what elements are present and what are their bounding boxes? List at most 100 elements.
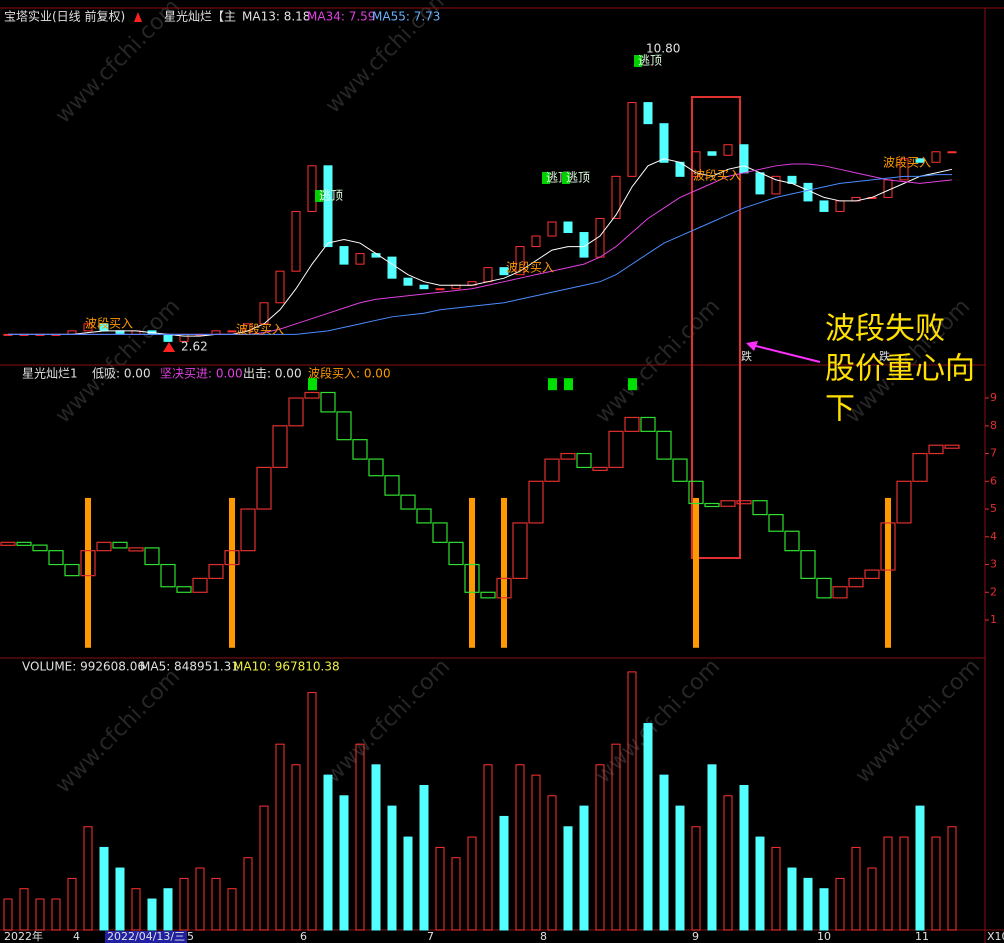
- step: [320, 391, 336, 413]
- candle-up: [547, 221, 557, 237]
- volume-bar: [851, 846, 861, 931]
- ma-line: [8, 174, 952, 335]
- step: [736, 500, 752, 505]
- escape-signal: [628, 378, 637, 391]
- volume-bar: [115, 867, 125, 931]
- y-tick-label: 6: [990, 474, 997, 487]
- volume-bar: [83, 826, 93, 931]
- step: [896, 480, 912, 524]
- panel-value: MA10: 967810.38: [233, 660, 340, 674]
- callout: 股价重心向: [825, 352, 975, 387]
- x-axis-label: 2022/04/13/三: [107, 930, 185, 943]
- step: [480, 591, 496, 599]
- step: [400, 494, 416, 510]
- step: [768, 513, 784, 532]
- panel-value: MA5: 848951.31: [140, 660, 239, 674]
- step: [864, 569, 880, 580]
- candle-up: [227, 330, 237, 333]
- volume-bar: [99, 846, 109, 931]
- candle-down: [579, 232, 589, 258]
- ma-label: MA55: 7.73: [372, 10, 440, 24]
- volume-bar: [419, 784, 429, 931]
- panel-value: 坚决买进: 0.00: [160, 367, 243, 381]
- candle-up: [899, 158, 909, 181]
- x-axis-label: 2022年: [4, 929, 43, 943]
- volume-bar: [643, 723, 653, 931]
- volume-bar: [371, 764, 381, 931]
- candle-down: [403, 277, 413, 286]
- volume-bar: [739, 784, 749, 931]
- step: [464, 563, 480, 593]
- step: [144, 547, 160, 566]
- volume-bar: [387, 805, 397, 931]
- candle-up: [931, 151, 941, 163]
- candle-up: [275, 270, 285, 304]
- step: [928, 444, 944, 455]
- y-tick-label: 4: [990, 530, 997, 543]
- volume-bar: [227, 888, 237, 931]
- candle-down: [707, 151, 717, 156]
- escape-tag-bg: [315, 190, 323, 202]
- step: [784, 530, 800, 552]
- step: [560, 452, 576, 460]
- volume-bar: [67, 877, 77, 931]
- volume-bar: [835, 877, 845, 931]
- callout: 波段失败: [825, 312, 945, 347]
- ma-label: MA34: 7.59: [307, 10, 375, 24]
- panel-title: 星光灿烂1: [22, 367, 78, 381]
- panel-value: 波段买入: 0.00: [308, 366, 391, 381]
- step: [192, 577, 208, 593]
- step: [592, 466, 608, 472]
- escape-tag: 逃顶: [638, 54, 662, 68]
- volume-bar: [243, 857, 253, 931]
- fall-tag: 跌: [879, 349, 890, 363]
- volume-bar: [35, 898, 45, 931]
- step: [944, 444, 960, 449]
- step: [800, 550, 816, 580]
- x-axis-label: 11: [915, 930, 929, 943]
- step: [432, 522, 448, 543]
- band-buy-tag: 波段买入: [506, 260, 554, 275]
- step: [912, 452, 928, 482]
- step: [448, 541, 464, 566]
- date-highlight: [105, 931, 187, 943]
- y-tick-label: 8: [990, 419, 997, 432]
- buy-signal: [469, 497, 475, 648]
- arrow-head: [746, 341, 758, 351]
- volume-bar: [611, 743, 621, 931]
- buy-signal: [85, 497, 91, 648]
- step: [240, 508, 256, 552]
- step: [656, 430, 672, 460]
- volume-bar: [51, 898, 61, 931]
- candle-up: [691, 151, 701, 177]
- step: [32, 544, 48, 552]
- step: [304, 391, 320, 399]
- y-tick-label: 3: [990, 558, 997, 571]
- step: [272, 425, 288, 469]
- candle-down: [643, 102, 653, 125]
- step: [720, 500, 736, 507]
- step: [336, 411, 352, 441]
- candle-down: [659, 123, 669, 163]
- candle-down: [115, 330, 125, 335]
- step: [256, 466, 272, 510]
- volume-bar: [3, 898, 13, 931]
- escape-signal: [564, 378, 573, 391]
- escape-tag: 逃顶: [319, 189, 343, 203]
- candle-up: [83, 323, 93, 332]
- step: [608, 430, 624, 469]
- volume-bar: [131, 888, 141, 931]
- candle-up: [307, 165, 317, 212]
- step: [64, 563, 80, 577]
- step: [96, 541, 112, 552]
- step: [496, 577, 512, 599]
- volume-bar: [451, 857, 461, 931]
- up-arrow: [134, 12, 142, 22]
- candle-down: [339, 246, 349, 265]
- step: [640, 416, 656, 432]
- volume-bar: [515, 764, 525, 931]
- step: [384, 475, 400, 496]
- candle-up: [947, 151, 957, 154]
- volume-bar: [915, 805, 925, 931]
- step: [48, 550, 64, 566]
